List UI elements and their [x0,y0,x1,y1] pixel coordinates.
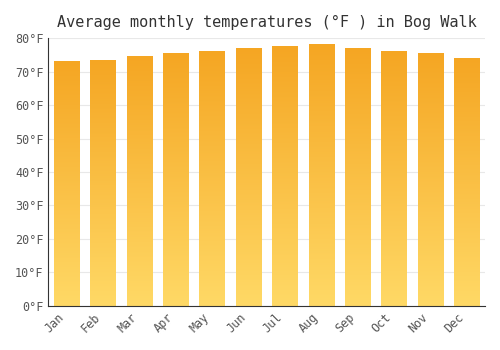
Title: Average monthly temperatures (°F ) in Bog Walk: Average monthly temperatures (°F ) in Bo… [57,15,476,30]
